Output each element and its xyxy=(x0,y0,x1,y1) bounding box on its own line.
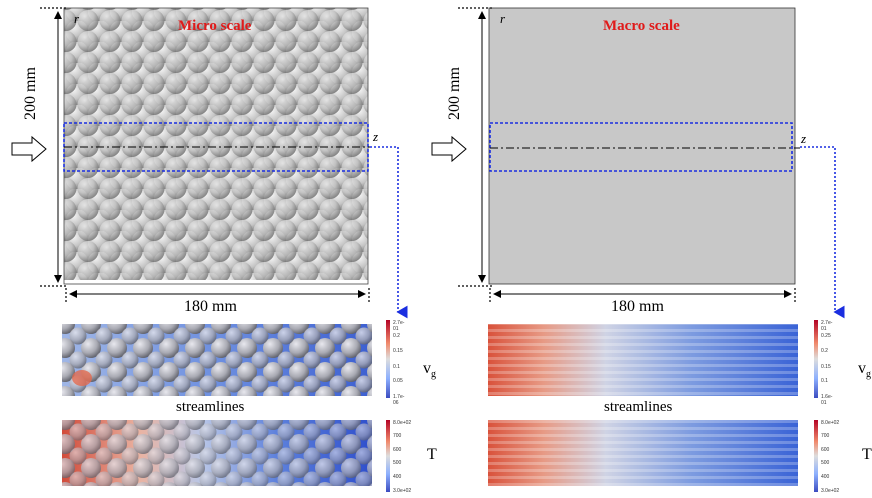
tick-label: 400 xyxy=(393,474,402,480)
micro-velocity-bubbles-offset xyxy=(62,324,372,396)
width-label: 180 mm xyxy=(611,298,664,315)
tick-label: 0.15 xyxy=(821,364,831,370)
tick-label: 0.2 xyxy=(821,348,828,354)
macro-temperature-streaks xyxy=(488,420,798,486)
micro-panel xyxy=(11,7,408,492)
tick-label: 8.0e+02 xyxy=(821,420,840,426)
micro-temperature-bubbles-offset xyxy=(62,420,372,486)
tick-label: 0.15 xyxy=(393,348,403,354)
tick-label: 600 xyxy=(821,447,830,453)
vg-label: vg xyxy=(858,360,871,381)
inlet-arrow-icon xyxy=(431,135,467,163)
tick-label: 2.7e-01 xyxy=(821,320,833,332)
macro-scale-title: Macro scale xyxy=(603,18,680,34)
tick-label: 700 xyxy=(393,433,402,439)
height-label: 200 mm xyxy=(22,67,39,120)
micro-vg-colorbar xyxy=(386,320,390,398)
tick-label: 3.0e+02 xyxy=(393,488,412,494)
tick-label: 1.7e-06 xyxy=(393,394,405,406)
tick-label: 1.6e-01 xyxy=(821,394,833,406)
height-label: 200 mm xyxy=(446,67,463,120)
T-label: T xyxy=(862,446,872,463)
tick-label: 0.1 xyxy=(393,364,400,370)
r-axis-label: r xyxy=(74,11,80,26)
micro-velocity-hotspot xyxy=(72,370,92,386)
z-axis-label: z xyxy=(373,129,379,144)
tick-label: 500 xyxy=(821,460,830,466)
macro-vg-colorbar xyxy=(814,320,818,398)
tick-label: 0.25 xyxy=(821,333,831,339)
macro-panel xyxy=(431,7,845,492)
tick-label: 700 xyxy=(821,433,830,439)
macro-T-colorbar xyxy=(814,420,818,492)
z-axis-label: z xyxy=(801,131,807,146)
tick-label: 8.0e+02 xyxy=(393,420,412,426)
region-leader-line xyxy=(370,146,408,319)
tick-label: 2.7e-01 xyxy=(393,320,405,332)
macro-velocity-streaks xyxy=(488,324,798,396)
streamlines-label: streamlines xyxy=(176,399,245,415)
tick-label: 0.1 xyxy=(821,378,828,384)
tick-label: 3.0e+02 xyxy=(821,488,840,494)
region-leader-line xyxy=(800,146,845,319)
region-box xyxy=(489,122,793,172)
width-label: 180 mm xyxy=(184,298,237,315)
tick-label: 600 xyxy=(393,447,402,453)
tick-label: 500 xyxy=(393,460,402,466)
vg-label: vg xyxy=(423,360,436,381)
streamlines-label: streamlines xyxy=(604,399,673,415)
tick-label: 400 xyxy=(821,474,830,480)
inlet-arrow-icon xyxy=(11,135,47,163)
packed-bed-spheres-offset xyxy=(64,8,368,280)
micro-scale-title: Micro scale xyxy=(178,18,252,34)
tick-label: 0.05 xyxy=(393,378,403,384)
T-label: T xyxy=(427,446,437,463)
tick-label: 0.2 xyxy=(393,333,400,339)
r-axis-label: r xyxy=(500,11,506,26)
micro-T-colorbar xyxy=(386,420,390,492)
macro-domain xyxy=(488,7,796,285)
